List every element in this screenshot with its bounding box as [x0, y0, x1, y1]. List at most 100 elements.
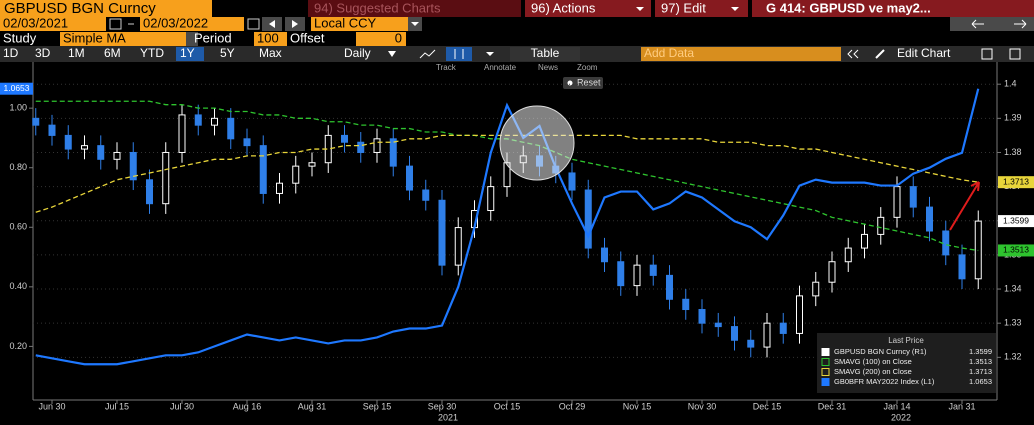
value-tag-label: 1.0653: [4, 83, 30, 93]
value-tag-label: 1.3599: [1003, 215, 1029, 225]
period-button[interactable]: 1Y: [180, 46, 195, 60]
edit-button[interactable]: [655, 0, 748, 17]
security-box[interactable]: [0, 0, 212, 17]
period-button[interactable]: 5Y: [220, 46, 235, 60]
period-button[interactable]: Max: [259, 46, 282, 60]
candle-icon: [454, 49, 464, 59]
settings-icon[interactable]: [981, 48, 993, 60]
calendar-icon[interactable]: [247, 18, 260, 30]
x-tick-label: Sep 15: [363, 401, 392, 411]
candle-body: [649, 264, 657, 276]
chart-tool[interactable]: Annotate: [484, 63, 517, 72]
candle-body: [406, 165, 413, 191]
legend-swatch: [821, 368, 830, 376]
candle-body: [113, 151, 121, 160]
line-chart-icon[interactable]: [419, 49, 436, 59]
period-button[interactable]: YTD: [140, 46, 164, 60]
period-button[interactable]: 3D: [35, 46, 51, 60]
value-tag-label: 1.3513: [1003, 245, 1029, 255]
study-label: Study: [3, 30, 37, 45]
candle-body: [211, 117, 218, 126]
end-date-box[interactable]: [140, 17, 244, 31]
candle-body: [747, 339, 755, 348]
candle-icon-button[interactable]: [446, 47, 472, 61]
y2-tick-label: 1.38: [1004, 147, 1022, 157]
dropdown-icon: [636, 7, 644, 11]
x-tick-label: Oct 29: [559, 401, 586, 411]
legend-box: [817, 333, 996, 393]
edit-chart[interactable]: Edit Chart: [897, 46, 951, 60]
x-tick-label: Nov 15: [623, 401, 652, 411]
currency-box[interactable]: [311, 17, 408, 31]
table-button[interactable]: [510, 47, 580, 61]
pencil-icon: [875, 49, 885, 59]
frequency[interactable]: Daily: [344, 46, 371, 60]
candle-body: [422, 189, 430, 201]
collapse-icon[interactable]: [847, 49, 859, 59]
candle-body: [243, 138, 251, 147]
x-tick-label: Jul 30: [170, 401, 194, 411]
candle-body: [844, 247, 852, 263]
candle-body: [81, 145, 88, 150]
chart-tool[interactable]: News: [538, 63, 558, 72]
currency: Local CCY: [314, 15, 376, 30]
period-button[interactable]: 6M: [104, 46, 121, 60]
nav-buttons[interactable]: [950, 17, 1034, 31]
dropdown-icon: [411, 22, 419, 26]
forward-icon[interactable]: [1014, 19, 1027, 29]
study-box[interactable]: [60, 32, 186, 46]
value-tags: 1.3599 1.3513 1.3713 1.0653: [0, 82, 1034, 257]
value-tag: [998, 215, 1034, 228]
study-dropdown[interactable]: [186, 32, 198, 46]
period-box[interactable]: [254, 32, 287, 46]
actions-button[interactable]: [525, 0, 651, 17]
x-tick-label: Oct 15: [494, 401, 521, 411]
chart-tool[interactable]: Zoom: [577, 63, 598, 72]
x-tick-label: Dec 15: [753, 401, 782, 411]
start-date-box[interactable]: [0, 17, 106, 31]
x-tick-label: Aug 16: [233, 401, 262, 411]
candle-body: [454, 227, 462, 266]
x-tick-label: Jan 31: [948, 401, 975, 411]
chart-tool[interactable]: Track: [436, 63, 457, 72]
period-button[interactable]: 1D: [3, 46, 19, 60]
calendar-icon[interactable]: [109, 18, 122, 30]
add-data-box[interactable]: [641, 47, 841, 61]
candle-body: [32, 117, 40, 126]
expand-icon[interactable]: [1009, 48, 1021, 60]
legend-label: GB0BFR MAY2022 Index (L1): [834, 377, 935, 386]
legend-swatch: [821, 358, 830, 366]
chart-name-box: [752, 0, 1034, 17]
x-tick-label: Sep 30: [428, 401, 457, 411]
index-line: [35, 88, 980, 366]
candle-body: [389, 138, 397, 167]
candle-body: [568, 172, 576, 191]
candle-body: [308, 162, 316, 167]
x-tick-label: Jun 30: [38, 401, 65, 411]
value-tag: [998, 244, 1034, 257]
y2-tick-label: 1.39: [1004, 113, 1022, 123]
year-label: 2021: [438, 412, 458, 422]
y-tick-label: 0.40: [9, 281, 27, 291]
candle-body: [893, 186, 901, 218]
back-icon[interactable]: [971, 19, 984, 29]
period: 100: [257, 30, 279, 45]
period-button[interactable]: 1M: [68, 46, 85, 60]
actions: 96) Actions: [531, 0, 596, 15]
candle-body: [584, 189, 592, 249]
suggested-button[interactable]: [308, 0, 521, 17]
candle-body: [487, 186, 495, 212]
candle-body: [812, 281, 820, 297]
candle-body: [763, 322, 771, 348]
study: Simple MA: [63, 30, 126, 45]
offset-box[interactable]: [356, 32, 406, 46]
legend-value: 1.3513: [969, 357, 992, 366]
candle-body: [146, 179, 153, 205]
reset-button[interactable]: [563, 77, 603, 89]
offset: 0: [395, 30, 402, 45]
period-buttons: 1D 3D 1M 6M YTD 1Y 5Y Max: [3, 46, 282, 61]
candle-body: [292, 165, 300, 184]
value-tag: [998, 176, 1034, 189]
